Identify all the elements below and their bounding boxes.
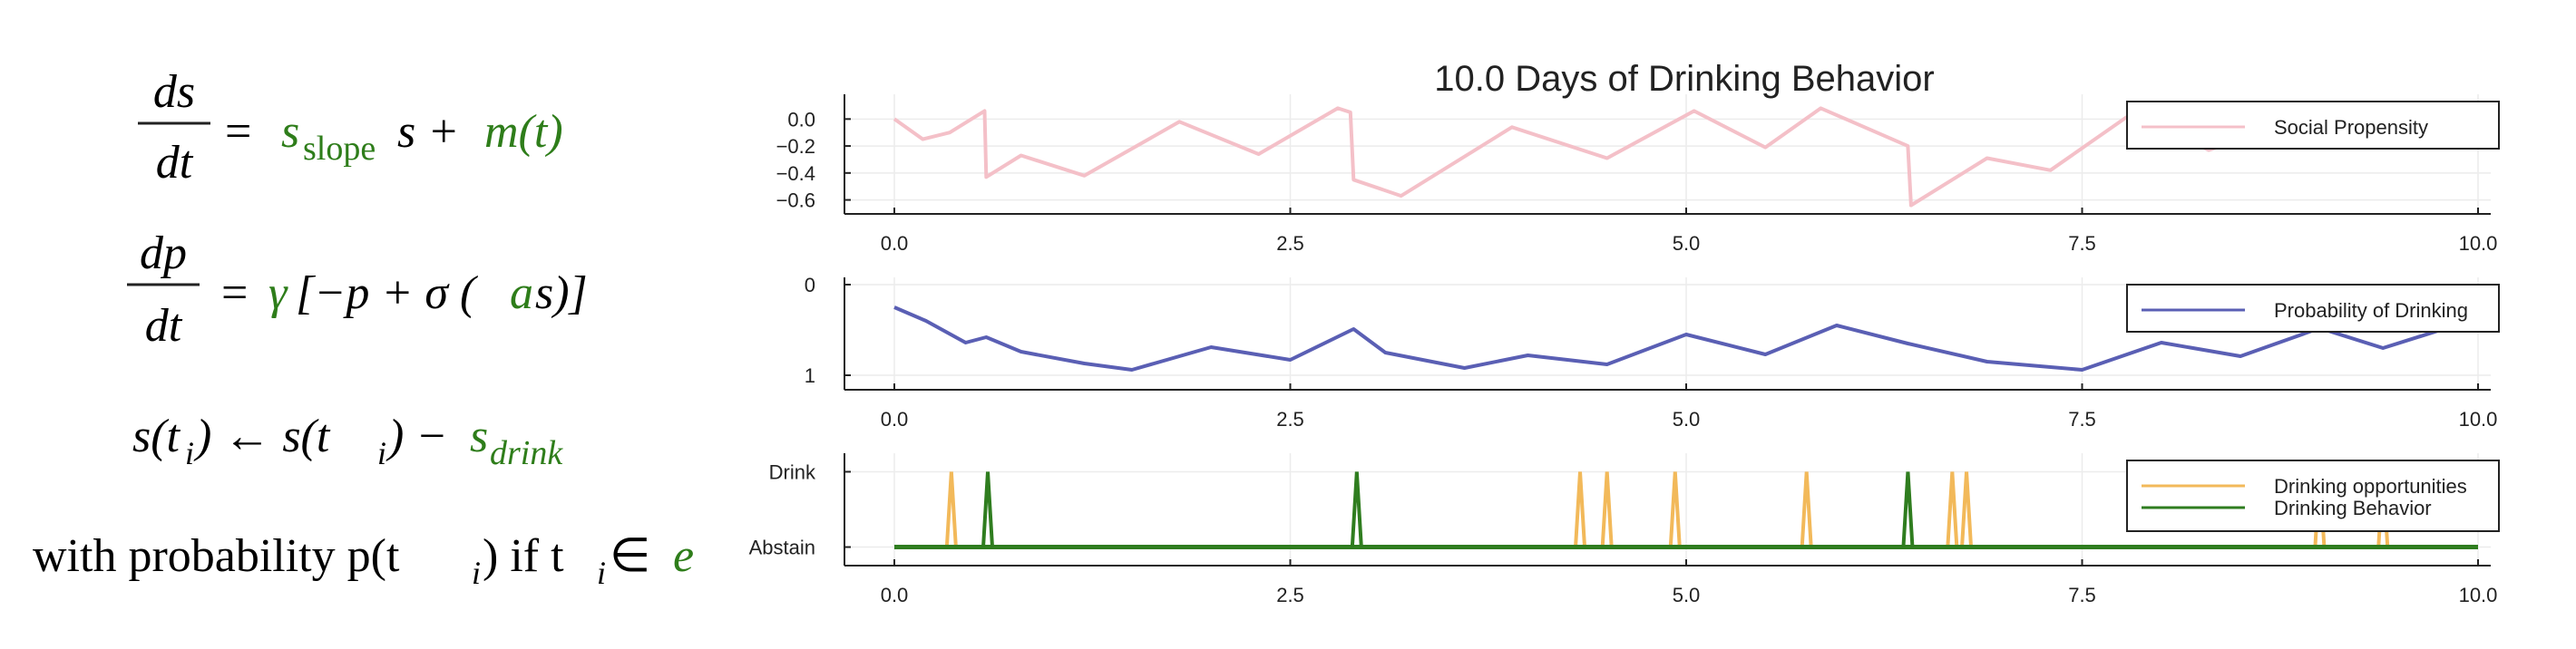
- drinking-behavior-spike: [1901, 471, 1915, 547]
- chart-title: 10.0 Days of Drinking Behavior: [1434, 59, 1934, 99]
- eq4-pre: with probability p(t: [33, 530, 400, 582]
- drinking-opportunity-spike: [1946, 471, 1959, 547]
- eq4-mid: ) if t: [483, 530, 564, 582]
- drinking-opportunity-spike: [944, 471, 958, 547]
- x-tick-label: 5.0: [1673, 232, 1701, 255]
- eq4-event-set: e: [673, 530, 694, 582]
- eq4-pre-sub: i: [472, 555, 481, 591]
- equation-state-ds: ds dt = s slope s + m(t): [138, 66, 563, 189]
- eq2-gain-a: a: [510, 267, 533, 319]
- legend-box: [2126, 460, 2500, 532]
- eq1-param-var: s: [281, 106, 299, 158]
- legend: Probability of Drinking: [2126, 284, 2500, 333]
- eq3-lhs-sub: i: [185, 435, 194, 471]
- y-tick-label: −0.4: [776, 162, 815, 185]
- eq1-mid: s +: [397, 106, 459, 158]
- x-tick-label: 2.5: [1276, 584, 1304, 606]
- equations-panel: ds dt = s slope s + m(t) dp dt = γ [−p +…: [33, 66, 694, 591]
- x-tick-label: 7.5: [2068, 584, 2096, 606]
- x-tick-label: 10.0: [2459, 584, 2498, 606]
- x-tick-label: 2.5: [1276, 232, 1304, 255]
- drinking-opportunity-spike: [1574, 471, 1587, 547]
- eq2-lhs-denominator: dt: [145, 300, 183, 352]
- equation-condition: with probability p(t i ) if t i ∈ e: [33, 530, 694, 591]
- legend-label: Probability of Drinking: [2274, 299, 2468, 322]
- y-tick-label: 1: [805, 364, 815, 387]
- x-tick-label: 7.5: [2068, 408, 2096, 431]
- drinking-opportunity-spike: [1668, 471, 1682, 547]
- eq3-mid: ) ← s(t: [193, 411, 331, 462]
- eq3-lhs: s(t: [132, 411, 181, 462]
- x-tick-label: 5.0: [1673, 408, 1701, 431]
- x-tick-label: 5.0: [1673, 584, 1701, 606]
- equation-state-dp: dp dt = γ [−p + σ ( a s)]: [127, 228, 588, 352]
- drinking-behavior-spike: [981, 471, 995, 547]
- eq3-param-var: s: [470, 411, 488, 462]
- x-tick-label: 10.0: [2459, 408, 2498, 431]
- drinking-opportunity-spike: [1960, 471, 1974, 547]
- x-tick-label: 7.5: [2068, 232, 2096, 255]
- series-line: [893, 305, 2479, 372]
- x-tick-label: 0.0: [881, 408, 909, 431]
- panel-1: 0.0 2.5 5.0 7.5 10.0 0.0 −0.2 −0.4 −0.6 Social Pr…: [776, 94, 2500, 255]
- legend-label: Drinking Behavior: [2274, 497, 2432, 519]
- eq1-lhs-numerator: ds: [153, 66, 195, 118]
- y-tick-label: −0.2: [776, 135, 815, 158]
- equation-drink-update: s(t i ) ← s(t i ) − s drink: [132, 411, 563, 472]
- eq1-equals: =: [225, 106, 251, 158]
- eq2-mid-b: s)]: [535, 267, 588, 319]
- panel-3: 0.0 2.5 5.0 7.5 10.0 Drink Abstain Drinking opp…: [749, 453, 2500, 606]
- legend: Social Propensity: [2126, 101, 2500, 150]
- y-tick-label: Drink: [769, 460, 816, 483]
- drinking-opportunity-spike: [1600, 471, 1614, 547]
- x-tick-label: 10.0: [2459, 232, 2498, 255]
- legend-label: Social Propensity: [2274, 116, 2428, 139]
- eq4-in: ∈: [610, 530, 650, 582]
- eq1-lhs-denominator: dt: [156, 137, 194, 189]
- eq3-end: ) −: [385, 411, 447, 462]
- eq2-equals: =: [221, 267, 248, 319]
- eq3-param-sub: drink: [490, 434, 563, 472]
- drinking-opportunity-spike: [1800, 471, 1813, 547]
- eq2-mid-a: [−p + σ (: [296, 267, 478, 319]
- x-tick-label: 0.0: [881, 232, 909, 255]
- x-tick-label: 2.5: [1276, 408, 1304, 431]
- y-tick-label: Abstain: [749, 537, 815, 559]
- panel-2: 0.0 2.5 5.0 7.5 10.0 0 1 Probability of Drinkin…: [805, 274, 2500, 431]
- legend-label: Drinking opportunities: [2274, 475, 2467, 498]
- x-tick-label: 0.0: [881, 584, 909, 606]
- eq3-mid-sub: i: [377, 435, 386, 471]
- y-tick-label: −0.6: [776, 189, 815, 212]
- eq2-lhs-numerator: dp: [140, 228, 187, 279]
- eq4-mid-sub: i: [597, 555, 606, 591]
- y-tick-label: 0.0: [787, 108, 815, 131]
- eq1-forcing-term: m(t): [484, 106, 563, 158]
- drinking-behavior-spike: [1350, 471, 1363, 547]
- y-tick-label: 0: [805, 274, 815, 296]
- legend-box: [2126, 284, 2500, 333]
- eq2-gamma: γ: [268, 267, 288, 319]
- legend-box: [2126, 101, 2500, 150]
- eq1-param-sub: slope: [303, 130, 376, 168]
- drinking-behavior-charts: 10.0 Days of Drinking Behavior 0.0 2.5 5.0…: [749, 59, 2500, 606]
